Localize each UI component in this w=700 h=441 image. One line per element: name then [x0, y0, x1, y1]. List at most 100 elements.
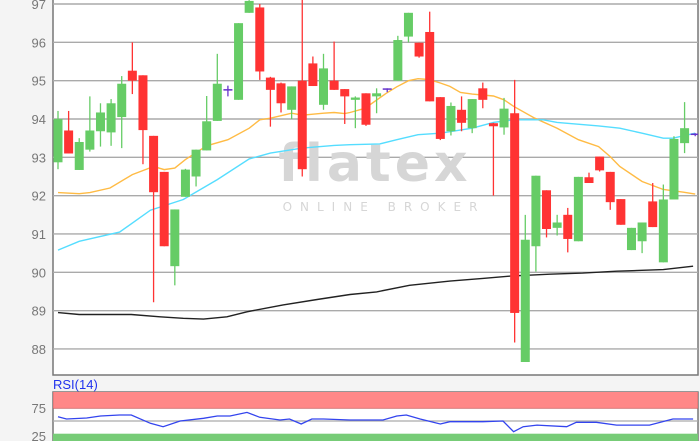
candle [414, 42, 424, 58]
candle [467, 99, 477, 134]
candle-body [478, 88, 488, 100]
candle-body [117, 83, 127, 118]
candle-body [595, 156, 605, 171]
candle-body [605, 171, 615, 203]
candle [488, 122, 498, 196]
candle-body [308, 63, 318, 87]
candle-body [563, 214, 573, 239]
candle [542, 190, 552, 238]
candle [457, 96, 467, 132]
candle-body [584, 177, 594, 184]
candle-body [170, 209, 180, 267]
candle-body [202, 121, 212, 151]
y-tick-label: 93 [32, 150, 46, 165]
candle-body [626, 227, 636, 251]
candle-body [234, 23, 244, 100]
candle [393, 35, 403, 81]
candle [265, 76, 275, 127]
candle-body [138, 75, 148, 131]
candle [74, 138, 84, 170]
candle [510, 79, 520, 343]
candle-body [244, 0, 254, 13]
candle-body [542, 190, 552, 229]
candle [85, 96, 95, 152]
candle-body [467, 99, 477, 129]
candle [425, 11, 435, 102]
y-tick-label: 92 [32, 189, 46, 204]
candle [584, 172, 594, 184]
gridlines [53, 3, 698, 350]
candle-body [510, 113, 520, 313]
candle [361, 93, 371, 126]
candle-body [64, 130, 74, 154]
candle [403, 12, 413, 43]
candle [308, 56, 318, 87]
candle-body [180, 169, 190, 197]
candle [244, 0, 254, 13]
candle [53, 110, 63, 170]
candle [499, 97, 509, 135]
rsi-overbought-band [53, 392, 698, 409]
candle [159, 171, 169, 247]
candle-body [552, 222, 562, 228]
candle-body [85, 130, 95, 150]
y-tick-label: 91 [32, 227, 46, 242]
y-tick-label: 95 [32, 74, 46, 89]
y-tick-label: 94 [32, 112, 46, 127]
candle-body [573, 176, 583, 242]
y-tick-label: 96 [32, 35, 46, 50]
candle [446, 102, 456, 136]
candle-body [488, 123, 498, 127]
candle-body [127, 70, 137, 81]
candle [573, 176, 583, 242]
candle-body [648, 201, 658, 228]
candle [297, 0, 307, 177]
candle-body [276, 83, 286, 104]
candle-body [499, 108, 509, 128]
candle [372, 88, 382, 114]
candle [117, 76, 127, 149]
candle-body [159, 171, 169, 247]
candle-body [95, 112, 105, 132]
candle-body [191, 149, 201, 177]
candle [212, 53, 222, 121]
candle-body [669, 138, 679, 200]
candle [648, 183, 658, 228]
candle-body [340, 89, 350, 97]
candle-body [435, 97, 445, 139]
candle-body [446, 105, 456, 132]
candle [170, 209, 180, 286]
candle [287, 86, 297, 119]
candle [202, 95, 212, 151]
candle-body [297, 80, 307, 170]
candle-body [106, 103, 116, 133]
watermark-logo: flatex ONLINE BROKER [278, 134, 477, 214]
candle-body [425, 31, 435, 102]
rsi-oversold-band [53, 433, 698, 441]
candle-body [616, 199, 626, 225]
y-tick-label: 88 [32, 342, 46, 357]
rsi-title: RSI(14) [53, 377, 98, 392]
candle [95, 103, 105, 147]
candle-body [329, 80, 339, 90]
moving-average-line-ma_long [57, 265, 694, 320]
y-tick-label: 97 [32, 0, 46, 12]
candle [106, 99, 116, 146]
candles [53, 0, 698, 363]
candle [127, 42, 137, 95]
candle [350, 96, 360, 129]
moving-average-line-ma_short [57, 77, 696, 195]
candle-body [223, 89, 233, 91]
rsi-tick-25: 25 [32, 429, 46, 441]
candle [180, 168, 190, 197]
candle-body [382, 88, 392, 90]
candle-body [265, 77, 275, 90]
candle-body [393, 40, 403, 81]
candle [191, 149, 201, 187]
rsi-line [57, 411, 694, 433]
candle [223, 85, 233, 97]
candle-body [287, 86, 297, 110]
y-tick-label: 89 [32, 304, 46, 319]
y-tick-label: 90 [32, 265, 46, 280]
candle-body [658, 199, 668, 263]
